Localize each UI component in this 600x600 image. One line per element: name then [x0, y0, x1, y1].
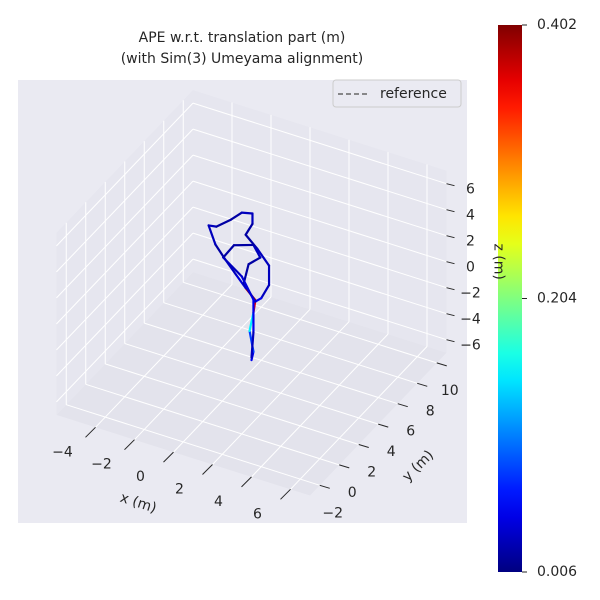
tick-mark [446, 183, 455, 187]
trajectory-segment [252, 243, 262, 259]
legend-label: reference [380, 86, 447, 102]
colorbar-gradient [498, 25, 522, 572]
grid-line [163, 302, 418, 384]
axes-3d [56, 90, 455, 500]
tick-mark [339, 464, 350, 469]
trajectory-segment [215, 218, 233, 228]
y-tick-label: 8 [426, 403, 435, 419]
trajectory-segment [247, 256, 262, 266]
tick-mark [202, 464, 213, 475]
grid-line [183, 281, 437, 364]
grid-line [192, 232, 447, 315]
trajectory-segment [240, 211, 254, 215]
x-tick-label: 0 [136, 469, 145, 485]
tick-mark [397, 403, 408, 408]
y-tick-label: −2 [322, 505, 343, 521]
trajectory-segment [254, 297, 263, 303]
trajectory-segment [229, 211, 243, 221]
grid-line [144, 322, 398, 405]
grid-line [56, 128, 194, 273]
x-tick-label: 4 [214, 494, 223, 510]
z-tick-label: −4 [460, 312, 481, 328]
grid-line [192, 102, 447, 185]
tick-mark [446, 339, 455, 343]
z-tick-label: −6 [460, 338, 481, 354]
grid-line [56, 102, 194, 247]
y-tick-label: 10 [441, 383, 459, 399]
z-tick-label: 4 [466, 208, 475, 224]
y-tick-label: 2 [367, 465, 376, 481]
tick-mark [85, 426, 96, 438]
grid-line [192, 180, 447, 263]
grid-line [192, 154, 447, 237]
grid-line [56, 180, 194, 325]
chart-subtitle: (with Sim(3) Umeyama alignment) [121, 51, 364, 67]
grid-line [56, 232, 194, 377]
tick-mark [124, 439, 135, 451]
tick-mark [446, 209, 455, 213]
trajectory-segment [260, 283, 271, 300]
colorbar: 0.006 0.204 0.402 [498, 17, 577, 580]
grid-line [56, 206, 194, 351]
trajectory-segment [244, 222, 254, 236]
colorbar-tick-label: 0.402 [537, 17, 577, 33]
tick-mark [319, 484, 330, 489]
z-axis-label: z (m) [491, 244, 507, 280]
y-tick-label: 4 [387, 444, 396, 460]
tick-mark [280, 488, 291, 500]
x-tick-label: −4 [52, 444, 73, 460]
x-tick-label: 2 [175, 482, 184, 498]
x-tick-label: −2 [91, 457, 112, 473]
tick-mark [163, 451, 174, 463]
grid-line [124, 343, 379, 425]
grid-line [192, 206, 447, 289]
tick-mark [446, 261, 455, 265]
trajectory-segment [250, 331, 255, 359]
tick-mark [378, 423, 389, 428]
tick-mark [241, 476, 252, 488]
legend: reference [332, 79, 462, 108]
z-tick-label: −2 [460, 286, 481, 302]
legend-box [332, 79, 462, 108]
tick-mark [358, 444, 369, 448]
z-tick-label: 6 [466, 182, 475, 198]
grid-line [56, 154, 194, 299]
trajectory-segment [222, 244, 236, 259]
grid-line [105, 363, 359, 445]
trajectory [207, 211, 271, 362]
colorbar-tick-label: 0.006 [537, 564, 577, 580]
tick-mark [446, 287, 455, 291]
trajectory-segment [240, 275, 255, 301]
tick-mark [446, 313, 455, 317]
trajectory-segment [222, 256, 243, 278]
trajectory-segment [207, 224, 217, 246]
grid-line [85, 383, 340, 466]
x-tick-label: 6 [253, 506, 262, 522]
z-tick-label: 0 [466, 260, 475, 276]
grid-line [56, 258, 194, 403]
y-tick-label: 6 [406, 424, 415, 440]
z-tick-label: 2 [466, 234, 475, 250]
tick-mark [417, 382, 428, 387]
trajectory-segment [207, 224, 218, 228]
tick-mark [436, 362, 447, 367]
y-tick-label: 0 [348, 485, 357, 501]
grid-line [66, 404, 320, 486]
colorbar-tick-label: 0.204 [537, 291, 577, 307]
tick-mark [446, 235, 455, 239]
trajectory-segment [256, 247, 271, 267]
grid-line [192, 128, 447, 211]
chart-title: APE w.r.t. translation part (m) [139, 30, 346, 46]
